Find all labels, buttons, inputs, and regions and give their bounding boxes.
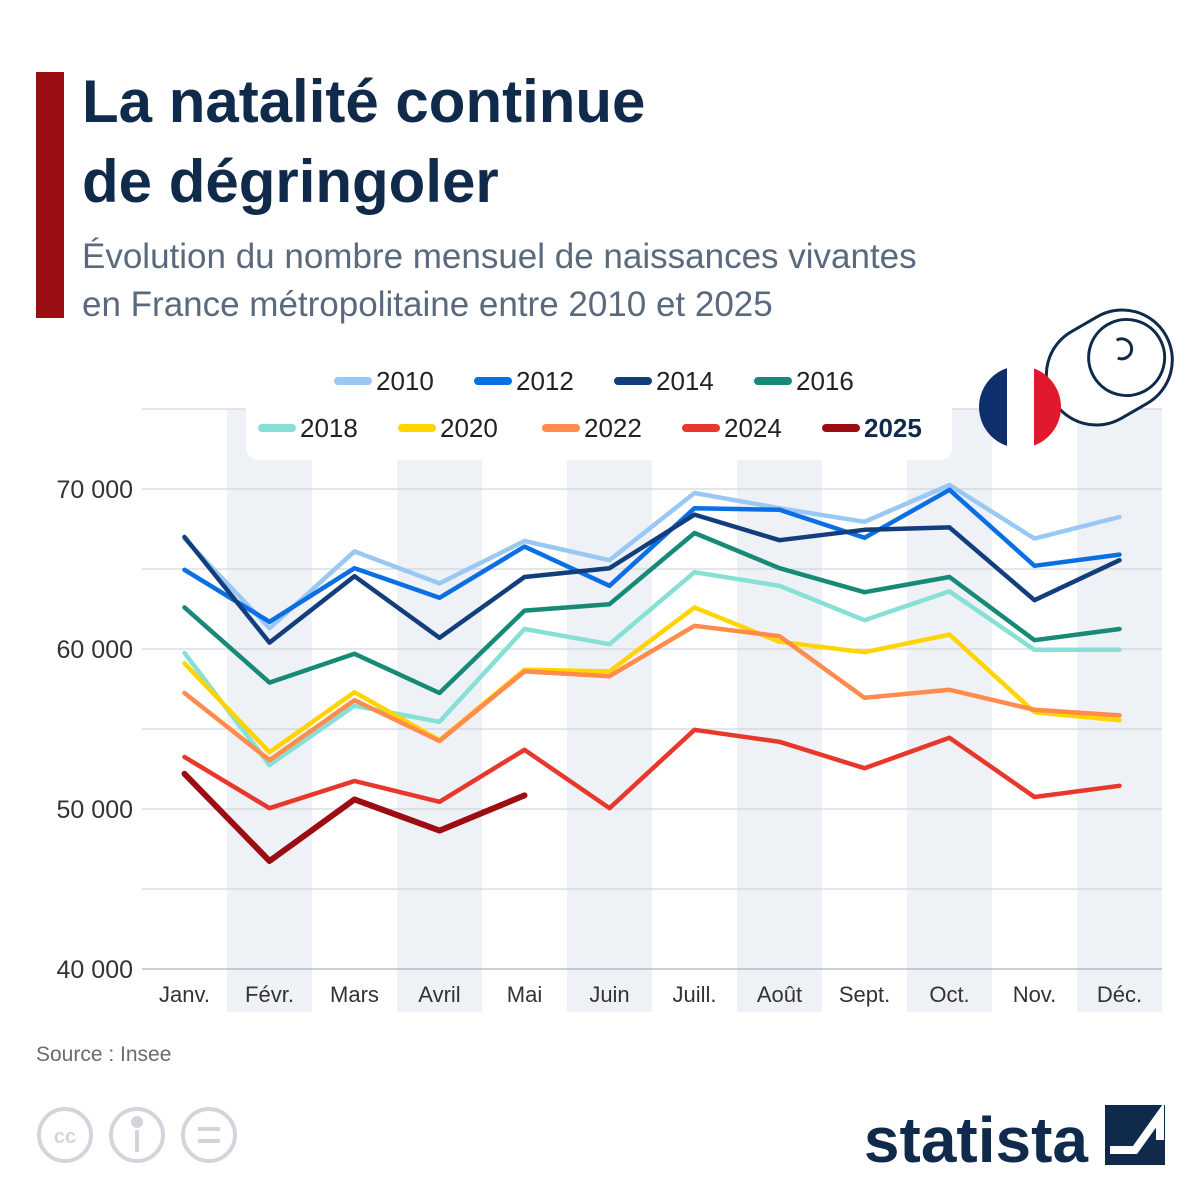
line [182, 605, 1122, 755]
column-band [397, 409, 482, 1012]
legend-label: 2024 [724, 413, 782, 443]
y-tick-label: 50 000 [57, 796, 133, 824]
x-tick-label: Mars [330, 982, 379, 1007]
chart-title: de dégringoler [82, 148, 499, 215]
column-band [1077, 409, 1162, 1012]
cc-text: cc [54, 1126, 76, 1148]
column-band [907, 409, 992, 1012]
column-band [567, 409, 652, 1012]
license-icons [37, 1107, 237, 1163]
y-tick-label: 40 000 [57, 956, 133, 984]
line [182, 623, 1122, 763]
brand: statista [864, 1104, 1089, 1176]
line [182, 727, 1122, 811]
line [182, 530, 1122, 696]
line [182, 482, 1122, 631]
chart-subtitle: Évolution du nombre mensuel de naissance… [82, 237, 917, 276]
column-band [227, 409, 312, 1012]
chart-subtitle: en France métropolitaine entre 2010 et 2… [82, 285, 773, 324]
y-tick-label: 70 000 [57, 476, 133, 504]
line [182, 487, 1122, 625]
x-tick-label: Oct. [929, 982, 969, 1007]
x-tick-label: Févr. [245, 982, 294, 1007]
legend: 2010 2012 2014 2016 2018 2020 2022 2024 2025 [246, 354, 952, 460]
chart-title: La natalité continue [82, 68, 645, 135]
y-tick-label: 60 000 [57, 636, 133, 664]
x-tick-label: Déc. [1097, 982, 1142, 1007]
legend-label: 2016 [796, 366, 854, 396]
line [181, 770, 528, 864]
legend-label: 2012 [516, 366, 574, 396]
line [182, 512, 1122, 645]
brand-icon [1105, 1102, 1165, 1165]
legend-label: 2014 [656, 366, 714, 396]
x-tick-label: Nov. [1013, 982, 1057, 1007]
source: Source : Insee [36, 1043, 171, 1066]
legend-label: 2022 [584, 413, 642, 443]
x-tick-label: Janv. [159, 982, 210, 1007]
x-tick-label: Août [757, 982, 802, 1007]
plot: 40 000 50 000 60 000 70 000 Janv. Févr. Mars Av… [57, 354, 1162, 1012]
x-tick-label: Sept. [839, 982, 890, 1007]
legend-label: 2018 [300, 413, 358, 443]
column-band [737, 409, 822, 1012]
x-tick-label: Avril [418, 982, 460, 1007]
x-tick-label: Juill. [672, 982, 716, 1007]
x-tick-label: Mai [507, 982, 542, 1007]
line [182, 569, 1122, 768]
legend-label: 2025 [864, 413, 922, 443]
accent-bar [36, 72, 64, 318]
legend-label: 2020 [440, 413, 498, 443]
legend-label: 2010 [376, 366, 434, 396]
x-tick-label: Juin [589, 982, 629, 1007]
